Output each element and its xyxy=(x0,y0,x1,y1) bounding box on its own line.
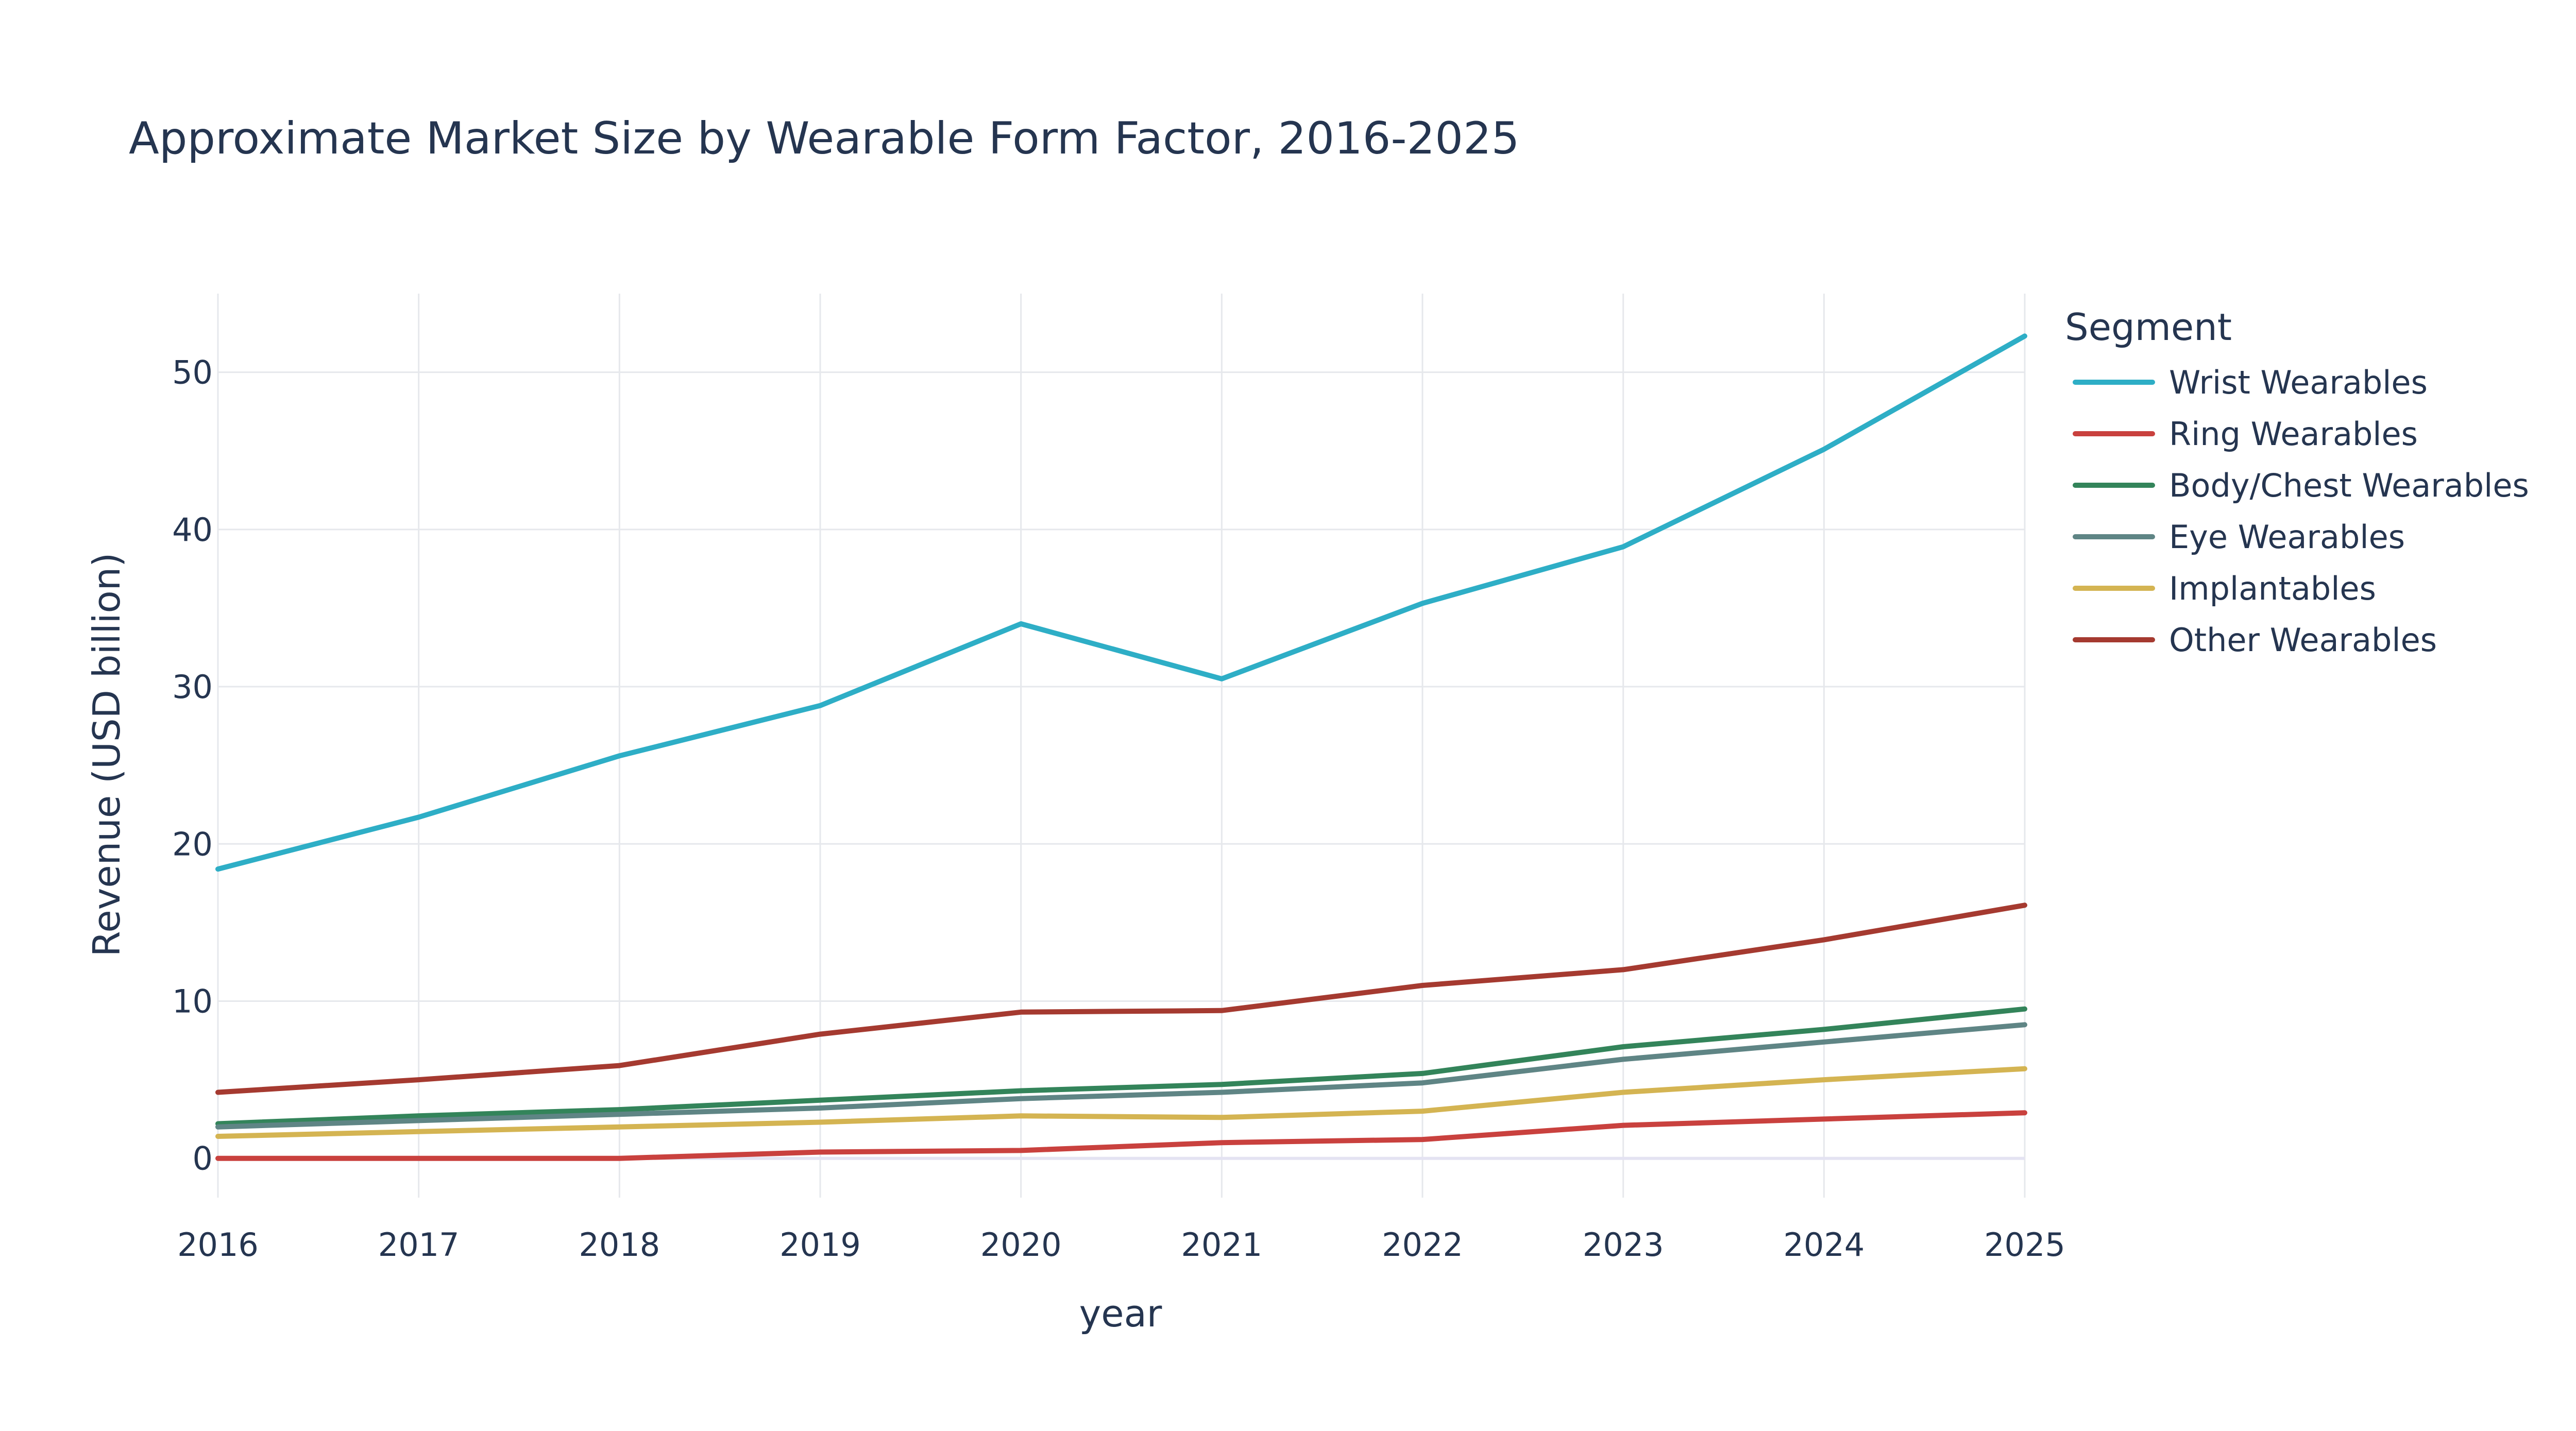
series-line-wrist-wearables xyxy=(215,333,2027,872)
series-line-implantables xyxy=(215,1066,2027,1139)
legend-label: Eye Wearables xyxy=(2169,518,2405,556)
series-line-body-chest-wearables xyxy=(215,1006,2027,1127)
series-line-other-wearables xyxy=(215,902,2027,1095)
x-tick-label: 2021 xyxy=(1181,1226,1262,1264)
legend-label: Implantables xyxy=(2169,570,2376,607)
x-tick-label: 2018 xyxy=(579,1226,660,1264)
x-tick-label: 2022 xyxy=(1382,1226,1463,1264)
y-tick-label: 10 xyxy=(172,982,213,1020)
legend-label: Other Wearables xyxy=(2169,621,2437,659)
x-tick-label: 2017 xyxy=(378,1226,460,1264)
legend-title: Segment xyxy=(2065,305,2232,349)
x-tick-label: 2024 xyxy=(1783,1226,1865,1264)
x-tick-label: 2016 xyxy=(177,1226,259,1264)
series-line-eye-wearables xyxy=(215,1022,2027,1130)
x-tick-label: 2020 xyxy=(980,1226,1062,1264)
x-tick-label: 2019 xyxy=(779,1226,861,1264)
legend: Segment Wrist Wearables Ring Wearables Bod… xyxy=(2065,305,2529,659)
legend-label: Body/Chest Wearables xyxy=(2169,467,2529,504)
x-tick-label: 2025 xyxy=(1984,1226,2065,1264)
y-tick-label: 20 xyxy=(172,825,213,863)
x-axis-title: year xyxy=(1079,1292,1162,1335)
legend-items: Wrist Wearables Ring Wearables Body/Chest … xyxy=(2073,364,2529,659)
y-tick-label: 0 xyxy=(193,1140,213,1178)
legend-label: Wrist Wearables xyxy=(2169,364,2428,401)
y-tick-label: 40 xyxy=(172,511,213,549)
y-tick-label: 50 xyxy=(172,354,213,391)
series-lines xyxy=(215,333,2027,1161)
y-tick-label: 30 xyxy=(172,668,213,706)
axis-ticks: 2016 2017 2018 2019 2020 2021 2022 2023 2024 2025… xyxy=(172,354,2065,1264)
y-axis-title: Revenue (USD billion) xyxy=(85,553,128,957)
series-line-ring-wearables xyxy=(215,1110,2027,1161)
x-tick-label: 2023 xyxy=(1583,1226,1664,1264)
legend-label: Ring Wearables xyxy=(2169,415,2418,453)
chart-title: Approximate Market Size by Wearable Form… xyxy=(129,113,1519,164)
